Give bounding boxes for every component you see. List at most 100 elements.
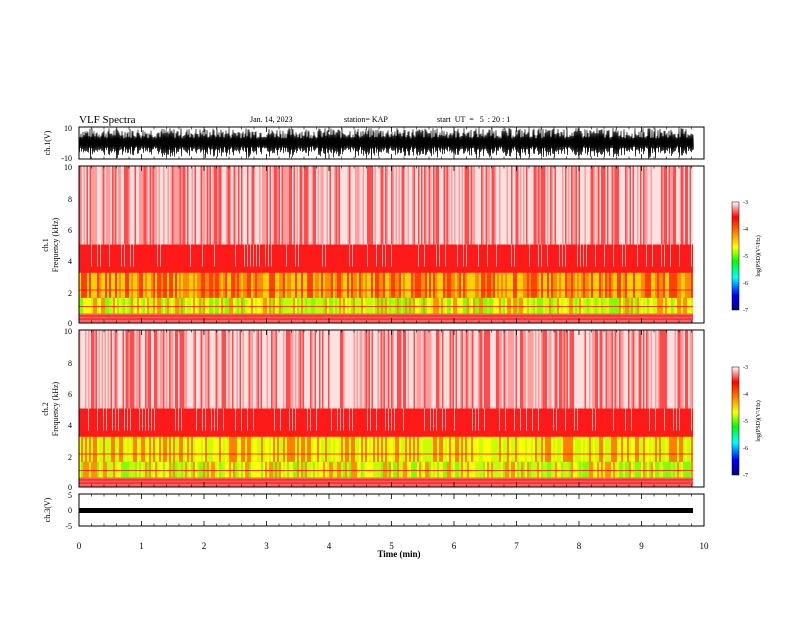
spectrogram-stripe [215,436,217,462]
spectrogram-stripe [307,436,309,462]
spectrogram-stripe [401,436,403,462]
spectrogram-stripe [556,330,558,409]
spectrogram-stripe [503,297,505,314]
spectrogram-stripe [289,330,291,409]
spectrogram-stripe [523,166,525,245]
spectrogram-stripe [469,297,471,314]
spectrogram-stripe [389,436,391,462]
spectrogram-stripe [187,330,189,409]
spectrogram-stripe [97,272,99,298]
spectrogram-stripe [647,436,649,462]
spectrogram-stripe [371,166,373,245]
spectrogram-stripe [305,436,307,462]
spectrogram-stripe [191,461,193,478]
spectrogram-stripe [496,330,498,409]
spectrogram-stripe [223,166,225,245]
spectrogram-stripe [560,330,562,409]
spectrogram-stripe [265,272,267,298]
spectrogram-stripe [445,297,447,314]
spectrogram-stripe [439,330,441,409]
spectrogram-stripe [259,436,261,462]
spectrogram-stripe [631,461,633,478]
spectrogram-stripe [293,166,295,245]
spectrogram-stripe [323,272,325,298]
spectrogram-stripe [673,461,675,478]
spectrogram-stripe [286,330,288,409]
ch2-cbar-tick--3: -3 [743,365,748,371]
spectrogram-stripe [418,166,420,245]
spectrogram-stripe [563,272,565,298]
spectrogram-stripe [316,408,317,431]
spectrogram-stripe [620,166,622,245]
spectrogram-stripe [595,244,596,267]
spectrogram-stripe [442,408,443,431]
spectrogram-stripe [511,436,513,462]
spectrogram-stripe [657,436,659,462]
spectrogram-stripe [352,166,354,245]
spectrogram-stripe [688,330,690,409]
spectrogram-stripe [524,166,526,245]
spectrogram-stripe [149,272,151,298]
spectrogram-stripe [433,461,435,478]
spectrogram-stripe [689,436,691,462]
spectrogram-stripe [335,166,337,245]
spectrogram-stripe [539,297,541,314]
spectrogram-stripe [113,461,115,478]
spectrogram-stripe [374,166,376,245]
spectrogram-stripe [225,461,227,478]
spectrogram-stripe [535,330,537,409]
spectrogram-stripe [643,436,645,462]
spectrogram-stripe [671,272,673,298]
spectrogram-stripe [260,166,262,245]
spectrogram-stripe [395,330,397,409]
spectrogram-stripe [142,166,144,245]
spectrogram-stripe [341,297,343,314]
spectrogram-stripe [346,330,348,409]
spectrogram-stripe [545,330,547,409]
spectrogram-stripe [491,461,493,478]
spectrogram-stripe [238,166,240,245]
spectrogram-stripe [596,330,598,409]
spectrogram-stripe [392,166,394,245]
spectrogram-stripe [205,166,207,245]
spectrogram-stripe [605,436,607,462]
spectrogram-stripe [166,166,168,245]
spectrogram-stripe [251,297,253,314]
spectrogram-stripe [549,436,551,462]
spectrogram-stripe [668,166,670,245]
spectrogram-stripe [157,330,159,409]
spectrogram-stripe [87,436,89,462]
spectrogram-stripe [653,166,655,245]
spectrogram-stripe [281,297,283,314]
spectrogram-stripe [376,244,377,267]
spectrogram-stripe [640,166,642,245]
spectrogram-stripe [487,330,489,409]
spectrogram-stripe [173,297,175,314]
spectrogram-stripe [573,436,575,462]
spectrogram-stripe [205,461,207,478]
spectrogram-stripe [646,330,648,409]
spectrogram-stripe [519,436,521,462]
spectrogram-stripe [241,297,243,314]
spectrogram-stripe [507,297,509,314]
spectrogram-stripe [459,297,461,314]
spectrogram-stripe [135,272,137,298]
spectrogram-stripe [419,436,421,462]
spectrogram-stripe [113,166,115,245]
spectrogram-stripe [220,166,222,245]
spectrogram-stripe [157,461,159,478]
spectrogram-stripe [652,330,654,409]
spectrogram-stripe [635,330,637,409]
spectrogram-stripe [175,408,176,431]
spectrogram-stripe [478,330,480,409]
spectrogram-stripe [259,244,260,267]
spectrogram-stripe [496,244,497,267]
spectrogram-stripe [377,330,379,409]
spectrogram-stripe [603,272,605,298]
spectrogram-stripe [214,408,215,431]
spectrogram-stripe [479,166,481,245]
spectrogram-stripe [409,330,411,409]
spectrogram-stripe [599,272,601,298]
spectrogram-stripe [371,436,373,462]
spectrogram-stripe [79,166,81,245]
